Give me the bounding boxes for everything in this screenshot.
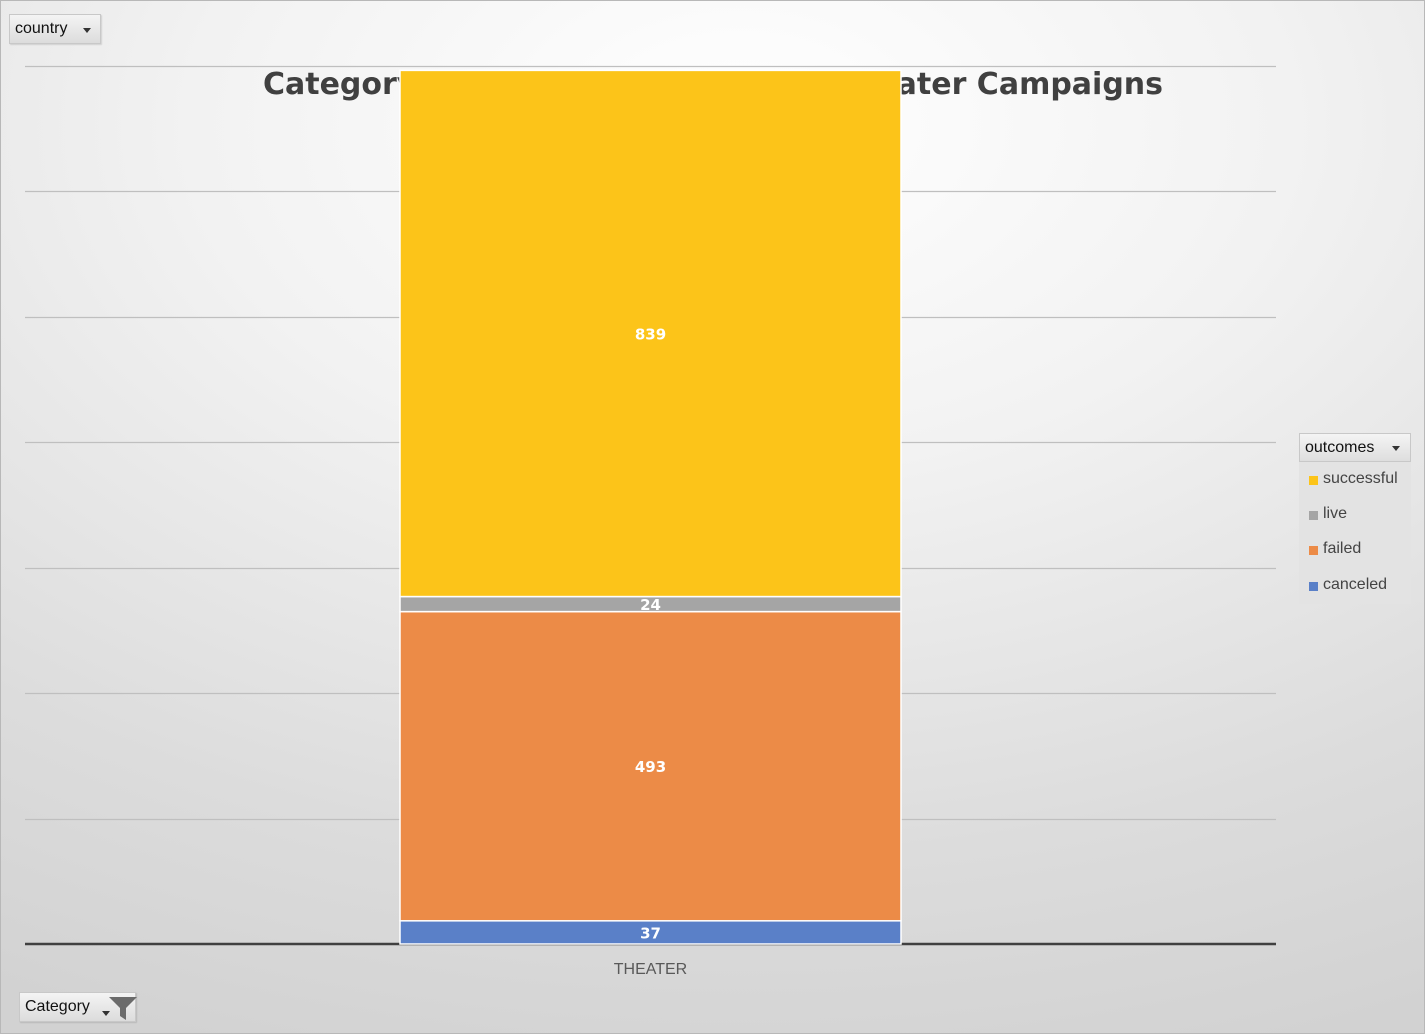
legend-item-label: failed — [1323, 540, 1362, 557]
data-label-canceled: 37 — [640, 924, 661, 942]
data-label-live: 24 — [640, 596, 661, 614]
chevron-down-icon — [83, 28, 91, 33]
x-tick-label: THEATER — [614, 961, 687, 978]
bar-segment-successful[interactable] — [399, 69, 902, 598]
x-axis-tick-labels: THEATER — [614, 961, 687, 978]
bar-stack[interactable] — [399, 69, 902, 945]
bar-segment-failed[interactable] — [399, 610, 902, 922]
legend-swatch — [1309, 546, 1318, 555]
country-filter-label: country — [15, 20, 68, 37]
country-filter-button[interactable]: country — [9, 14, 101, 44]
category-filter-label: Category — [25, 998, 90, 1015]
chevron-down-icon — [1392, 446, 1400, 451]
data-labels: 37 493 24 839 — [635, 325, 666, 942]
legend-item-label: successful — [1323, 470, 1398, 487]
legend-header-label: outcomes — [1305, 439, 1375, 456]
legend-item-label: canceled — [1323, 576, 1388, 593]
data-label-successful: 839 — [635, 325, 666, 343]
category-filter-button[interactable]: Category — [19, 992, 137, 1022]
legend-swatch — [1309, 476, 1318, 485]
data-label-failed: 493 — [635, 758, 666, 776]
chevron-down-icon — [102, 1011, 110, 1016]
legend: outcomes successful live failed canceled — [1299, 433, 1411, 604]
legend-outcomes-filter-button[interactable]: outcomes — [1299, 433, 1411, 462]
legend-swatch — [1309, 511, 1318, 520]
legend-item-label: live — [1323, 505, 1348, 522]
filter-funnel-icon — [109, 997, 137, 1020]
legend-swatch — [1309, 582, 1318, 591]
